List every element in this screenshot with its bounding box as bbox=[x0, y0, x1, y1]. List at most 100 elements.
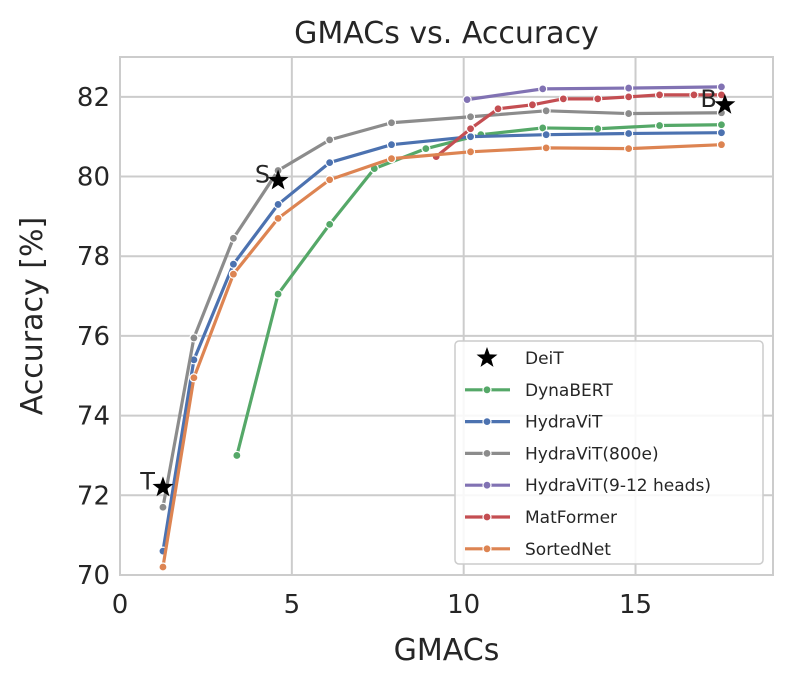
series-sortednet bbox=[158, 140, 727, 572]
x-tick-label: 0 bbox=[112, 590, 129, 620]
deit-star-marker bbox=[714, 93, 736, 114]
data-point bbox=[654, 90, 665, 100]
data-point bbox=[558, 94, 568, 104]
data-point bbox=[228, 259, 239, 269]
data-point bbox=[232, 450, 242, 461]
legend: DeiT DynaBERT HydraViT HydraViT(800e) HydraV… bbox=[454, 340, 764, 565]
legend-marker-icon bbox=[482, 544, 492, 554]
data-point bbox=[541, 130, 551, 140]
data-point bbox=[624, 92, 634, 102]
data-point bbox=[527, 100, 538, 110]
legend-entry: MatFormer bbox=[465, 508, 617, 528]
data-point bbox=[654, 120, 665, 131]
series-line bbox=[161, 143, 722, 568]
legend-box bbox=[454, 340, 764, 565]
legend-marker-icon bbox=[482, 417, 492, 427]
data-point bbox=[465, 147, 476, 157]
data-point bbox=[325, 135, 335, 145]
deit-annotation: B bbox=[700, 85, 716, 113]
series-layer bbox=[158, 82, 727, 572]
deit-annotation: T bbox=[139, 467, 155, 495]
y-axis-label: Accuracy [%] bbox=[15, 217, 50, 415]
data-point bbox=[421, 144, 431, 154]
data-point bbox=[465, 112, 476, 122]
data-point bbox=[716, 90, 727, 100]
data-point bbox=[593, 124, 603, 134]
data-point bbox=[273, 289, 283, 299]
data-point bbox=[538, 84, 548, 94]
y-tick-label: 78 bbox=[77, 242, 110, 272]
data-point bbox=[465, 132, 476, 142]
data-point bbox=[465, 124, 476, 134]
series-matformer bbox=[431, 90, 727, 162]
legend-entry: HydraViT(800e) bbox=[465, 444, 659, 464]
legend-label: DynaBERT bbox=[525, 381, 613, 401]
data-point bbox=[325, 219, 335, 229]
x-axis-label: GMACs bbox=[394, 633, 500, 668]
y-ticks: 70 72 74 76 78 80 82 bbox=[77, 83, 110, 591]
legend-label: HydraViT(800e) bbox=[525, 444, 659, 464]
data-point bbox=[325, 175, 335, 185]
legend-entry: DeiT bbox=[476, 347, 564, 369]
y-tick-label: 70 bbox=[77, 561, 110, 591]
data-point bbox=[228, 269, 239, 279]
data-point bbox=[386, 154, 397, 164]
x-tick-label: 15 bbox=[619, 590, 652, 620]
series-line bbox=[466, 85, 722, 102]
data-point bbox=[716, 82, 727, 92]
legend-marker-icon bbox=[482, 385, 492, 395]
data-point bbox=[593, 94, 603, 104]
data-point bbox=[689, 90, 699, 100]
chart-title: GMACs vs. Accuracy bbox=[294, 16, 599, 51]
data-point bbox=[228, 233, 239, 243]
legend-label: DeiT bbox=[525, 349, 564, 369]
deit-star-marker bbox=[267, 169, 289, 190]
legend-marker-icon bbox=[482, 448, 492, 458]
data-point bbox=[624, 108, 634, 119]
deit-markers: T S B bbox=[139, 85, 736, 497]
x-tick-label: 10 bbox=[447, 590, 480, 620]
legend-entry: HydraViT(9-12 heads) bbox=[465, 476, 711, 496]
y-tick-label: 82 bbox=[77, 83, 110, 113]
legend-entry: DynaBERT bbox=[465, 381, 613, 401]
data-point bbox=[273, 199, 283, 210]
data-point bbox=[462, 95, 472, 105]
legend-star-icon bbox=[476, 347, 498, 367]
data-point bbox=[386, 140, 397, 150]
y-tick-label: 76 bbox=[77, 322, 110, 352]
data-point bbox=[716, 120, 727, 130]
data-point bbox=[493, 104, 503, 114]
series-hydravit-800e- bbox=[158, 106, 727, 512]
y-tick-label: 72 bbox=[77, 481, 110, 511]
series-line bbox=[435, 93, 722, 158]
data-point bbox=[189, 373, 199, 383]
deit-star-marker bbox=[152, 476, 174, 497]
legend-label: MatFormer bbox=[525, 508, 617, 528]
data-point bbox=[541, 106, 551, 116]
data-point bbox=[158, 502, 168, 512]
y-tick-label: 80 bbox=[77, 163, 110, 193]
data-point bbox=[386, 118, 397, 128]
legend-entry: SortedNet bbox=[465, 540, 611, 560]
data-point bbox=[624, 144, 634, 154]
legend-entry: HydraViT bbox=[465, 413, 603, 433]
deit-annotation: S bbox=[255, 161, 270, 189]
x-ticks: 0 5 10 15 bbox=[112, 590, 652, 620]
series-line bbox=[161, 109, 722, 508]
data-point bbox=[189, 333, 199, 343]
y-tick-label: 74 bbox=[77, 402, 110, 432]
plot-frame bbox=[119, 56, 774, 576]
data-point bbox=[716, 140, 727, 150]
data-point bbox=[624, 83, 634, 93]
data-point bbox=[273, 213, 283, 223]
data-point bbox=[158, 562, 168, 572]
legend-label: HydraViT(9-12 heads) bbox=[525, 476, 711, 496]
data-point bbox=[624, 128, 634, 139]
legend-marker-icon bbox=[482, 512, 492, 522]
legend-label: HydraViT bbox=[525, 413, 603, 433]
legend-label: SortedNet bbox=[525, 540, 611, 560]
legend-marker-icon bbox=[482, 480, 492, 490]
x-tick-label: 5 bbox=[284, 590, 301, 620]
series-hydravit bbox=[158, 128, 727, 556]
